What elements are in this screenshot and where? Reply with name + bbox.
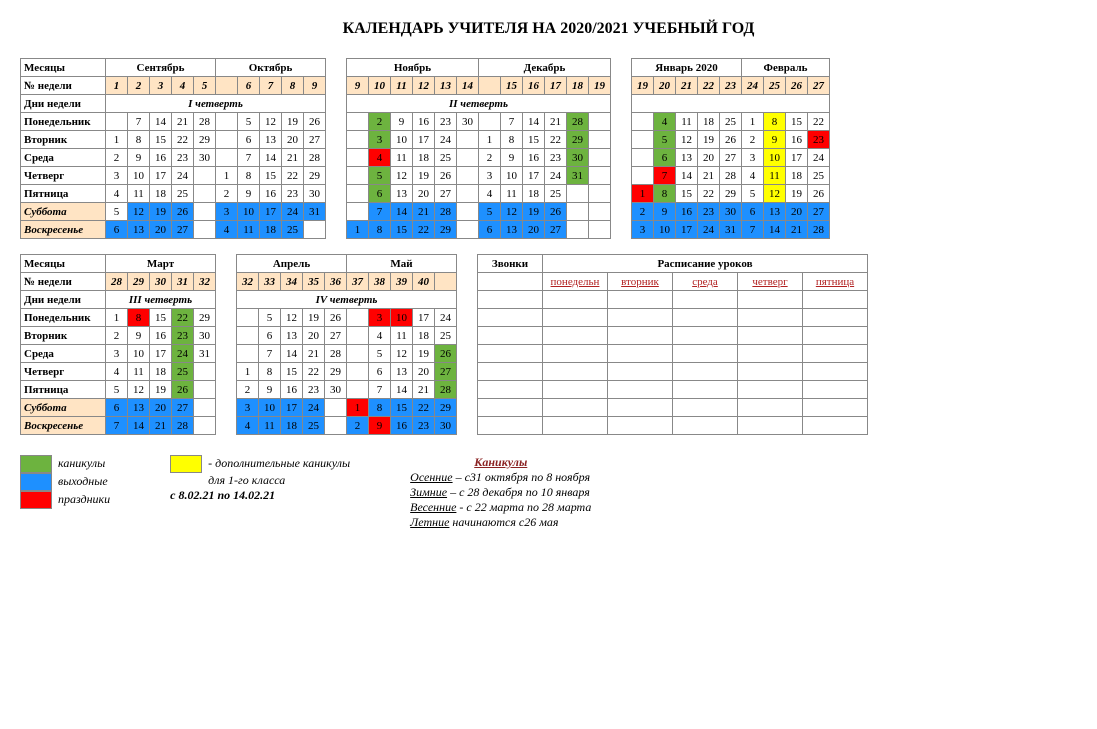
schedule-day-wed[interactable]: среда [692,276,718,288]
schedule-day-tue[interactable]: вторник [621,276,659,288]
calendar-block-3: Январь 2020Февраль 192021222324252627 41… [631,58,830,239]
swatch-green [20,455,52,473]
schedule-day-fri[interactable]: пятница [816,276,854,288]
holidays-text: Каникулы Осенние – с31 октября по 8 нояб… [410,455,591,530]
calendar-block-4: МесяцыМарт № недели2829303132 Дни недели… [20,254,216,435]
calendar-block-1: МесяцыСентябрьОктябрь № недели123456789 … [20,58,326,239]
schedule-table: ЗвонкиРасписание уроков понедельнвторник… [477,254,868,435]
swatch-red [20,491,52,509]
swatch-yellow [170,455,202,473]
schedule-day-mon[interactable]: понедельн [551,276,600,288]
calendar-block-2: НоябрьДекабрь 910111213141516171819 II ч… [346,58,611,239]
legend: каникулы выходные праздники - дополнител… [20,455,1077,530]
schedule-day-thu[interactable]: четверг [752,276,787,288]
calendar-block-5: АпрельМай 323334353637383940 IV четверть… [236,254,457,435]
swatch-blue [20,473,52,491]
page-title: КАЛЕНДАРЬ УЧИТЕЛЯ НА 2020/2021 УЧЕБНЫЙ Г… [20,20,1077,38]
